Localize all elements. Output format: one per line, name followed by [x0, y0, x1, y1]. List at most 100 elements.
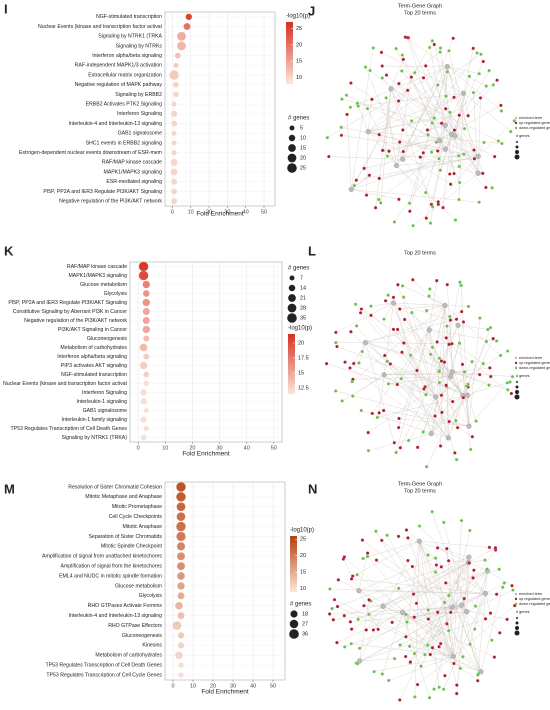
legend-swatch — [514, 592, 518, 596]
network-edge — [393, 302, 425, 390]
gene-node — [334, 389, 338, 393]
gene-node — [448, 182, 453, 186]
network-edge — [466, 589, 514, 612]
network-edge — [425, 65, 479, 174]
network-edge — [441, 123, 479, 174]
gene-node — [334, 330, 338, 335]
network-edge — [402, 38, 454, 160]
gene-node — [349, 627, 354, 631]
gene-node — [396, 534, 401, 539]
gene-node — [462, 152, 466, 156]
gene-node — [434, 563, 439, 567]
term-node — [450, 653, 456, 659]
dot — [177, 632, 185, 639]
network-edge — [435, 396, 455, 453]
gene-node — [426, 617, 430, 621]
network-edge — [352, 541, 420, 577]
term-node — [388, 86, 394, 92]
network-edge — [425, 125, 446, 193]
term-node — [357, 658, 363, 664]
gene-node — [371, 46, 375, 50]
gene-node — [446, 559, 451, 563]
gene-node — [377, 132, 381, 137]
network-edge — [393, 302, 451, 321]
network-edge — [351, 189, 399, 200]
network-edge — [454, 135, 460, 167]
network-edge — [436, 93, 464, 143]
gene-node — [487, 383, 491, 387]
gene-node — [370, 411, 374, 416]
gene-node — [430, 509, 434, 514]
network-edge — [446, 326, 449, 438]
network-edge — [452, 607, 508, 620]
gene-node — [394, 46, 398, 51]
gene-node — [466, 304, 471, 309]
network-edge — [402, 159, 439, 205]
gene-node — [459, 283, 463, 288]
network-edge — [455, 135, 495, 157]
dot — [139, 343, 148, 352]
gene-node — [340, 97, 344, 101]
size-swatch — [515, 626, 519, 630]
network-edge — [438, 371, 468, 396]
dot — [169, 70, 180, 80]
gene-node — [340, 399, 344, 403]
network-edge — [366, 131, 369, 196]
gene-node — [485, 567, 489, 571]
gene-node — [398, 698, 402, 702]
term-label: Cell Cycle Checkpoints — [109, 514, 163, 520]
network-edge — [351, 305, 446, 382]
gene-node — [396, 283, 400, 287]
size-legend-label: 5 — [300, 125, 303, 131]
network-edge — [369, 70, 456, 136]
network — [324, 278, 515, 469]
network-edge — [472, 577, 486, 594]
gene-node — [335, 640, 339, 645]
gene-node — [349, 577, 354, 581]
colorbar-title: -log10(p) — [290, 528, 314, 534]
x-tick-label: 30 — [230, 683, 236, 689]
network-edge — [344, 361, 436, 398]
gene-node — [404, 528, 409, 532]
term-node — [393, 162, 400, 169]
size-swatch — [514, 394, 520, 400]
network-edge — [439, 382, 463, 396]
network-edge — [371, 302, 394, 307]
network-edge — [463, 93, 511, 132]
gene-node — [428, 652, 432, 657]
network-edge — [356, 156, 479, 181]
network-edge — [385, 97, 397, 166]
colorbar-tick-label: 25 — [296, 26, 302, 32]
term-label: GAB1 signalosome — [118, 131, 163, 137]
dot — [171, 140, 177, 146]
gene-node — [370, 97, 374, 102]
colorbar-tick-label: 15 — [296, 59, 302, 65]
network-edge — [454, 76, 470, 136]
network-edge — [427, 554, 486, 594]
network-edge — [399, 557, 470, 700]
gene-node — [439, 565, 444, 569]
gene-node — [374, 529, 378, 533]
gene-node — [356, 104, 360, 108]
gene-node — [435, 340, 439, 344]
gene-node — [470, 435, 475, 439]
network-edge — [447, 66, 480, 74]
gene-node — [398, 446, 403, 450]
gene-node — [412, 651, 417, 656]
network-edge — [358, 557, 436, 591]
network-edge — [350, 82, 446, 150]
gene-node — [427, 45, 432, 50]
network-edge — [449, 395, 468, 422]
x-tick-label: 50 — [261, 209, 267, 215]
gene-node — [360, 538, 365, 542]
gene-node — [328, 587, 332, 591]
network-edge — [407, 537, 454, 657]
gene-node — [402, 341, 406, 345]
gene-node — [367, 612, 371, 617]
gene-node — [467, 561, 471, 565]
gene-node — [435, 278, 439, 283]
gene-node — [454, 418, 458, 423]
network-edge — [445, 582, 482, 672]
network-edge — [344, 570, 488, 616]
network-edge — [368, 131, 451, 185]
